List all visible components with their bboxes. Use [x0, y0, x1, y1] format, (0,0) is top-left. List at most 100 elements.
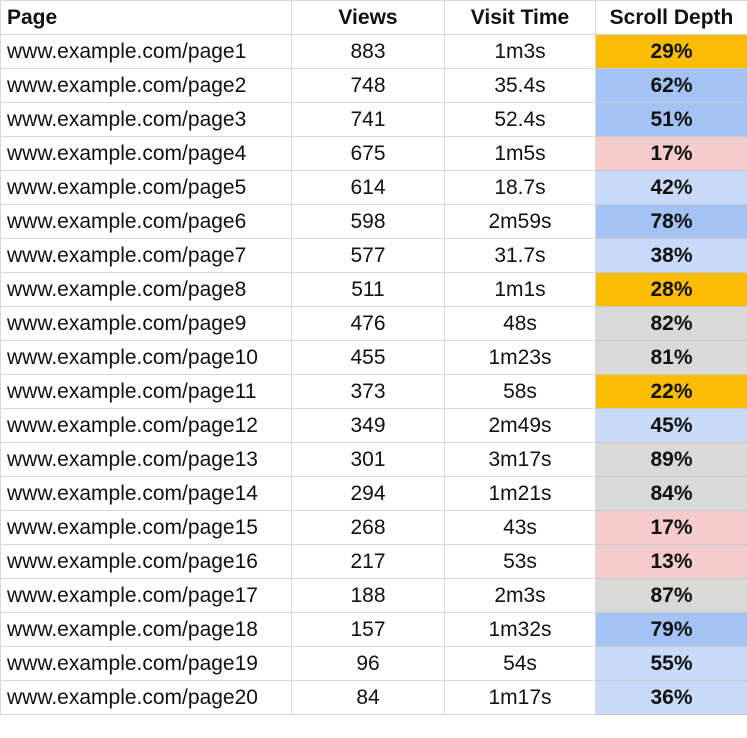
page-url-cell[interactable]: www.example.com/page2 — [0, 68, 292, 103]
visit-time-cell[interactable]: 1m32s — [444, 612, 596, 647]
page-url-cell[interactable]: www.example.com/page14 — [0, 476, 292, 511]
visit-time-cell[interactable]: 52.4s — [444, 102, 596, 137]
visit-time-cell[interactable]: 3m17s — [444, 442, 596, 477]
visit-time-cell[interactable]: 2m49s — [444, 408, 596, 443]
views-cell[interactable]: 96 — [291, 646, 445, 681]
column-header-visit-time[interactable]: Visit Time — [444, 0, 596, 35]
visit-time-cell[interactable]: 58s — [444, 374, 596, 409]
scroll-depth-cell[interactable]: 28% — [595, 272, 747, 307]
page-url-cell[interactable]: www.example.com/page18 — [0, 612, 292, 647]
visit-time-cell[interactable]: 54s — [444, 646, 596, 681]
scroll-depth-cell[interactable]: 38% — [595, 238, 747, 273]
table-row: www.example.com/page12 349 2m49s 45% — [0, 408, 747, 443]
scroll-depth-cell[interactable]: 89% — [595, 442, 747, 477]
views-cell[interactable]: 373 — [291, 374, 445, 409]
views-cell[interactable]: 157 — [291, 612, 445, 647]
page-url-cell[interactable]: www.example.com/page11 — [0, 374, 292, 409]
scroll-depth-cell[interactable]: 51% — [595, 102, 747, 137]
column-header-page[interactable]: Page — [0, 0, 292, 35]
views-cell[interactable]: 883 — [291, 34, 445, 69]
views-cell[interactable]: 84 — [291, 680, 445, 715]
table-row: www.example.com/page16 217 53s 13% — [0, 544, 747, 579]
scroll-depth-cell[interactable]: 17% — [595, 136, 747, 171]
table-row: www.example.com/page5 614 18.7s 42% — [0, 170, 747, 205]
page-url-cell[interactable]: www.example.com/page4 — [0, 136, 292, 171]
views-cell[interactable]: 748 — [291, 68, 445, 103]
page-url-cell[interactable]: www.example.com/page5 — [0, 170, 292, 205]
scroll-depth-cell[interactable]: 79% — [595, 612, 747, 647]
views-cell[interactable]: 741 — [291, 102, 445, 137]
views-cell[interactable]: 476 — [291, 306, 445, 341]
table-row: www.example.com/page8 511 1m1s 28% — [0, 272, 747, 307]
page-url-cell[interactable]: www.example.com/page8 — [0, 272, 292, 307]
table-row: www.example.com/page3 741 52.4s 51% — [0, 102, 747, 137]
page-url-cell[interactable]: www.example.com/page19 — [0, 646, 292, 681]
table-row: www.example.com/page17 188 2m3s 87% — [0, 578, 747, 613]
page-url-cell[interactable]: www.example.com/page9 — [0, 306, 292, 341]
scroll-depth-cell[interactable]: 81% — [595, 340, 747, 375]
views-cell[interactable]: 349 — [291, 408, 445, 443]
visit-time-cell[interactable]: 35.4s — [444, 68, 596, 103]
table-row: www.example.com/page15 268 43s 17% — [0, 510, 747, 545]
scroll-depth-cell[interactable]: 17% — [595, 510, 747, 545]
visit-time-cell[interactable]: 43s — [444, 510, 596, 545]
visit-time-cell[interactable]: 1m21s — [444, 476, 596, 511]
table-row: www.example.com/page2 748 35.4s 62% — [0, 68, 747, 103]
views-cell[interactable]: 614 — [291, 170, 445, 205]
table-row: www.example.com/page14 294 1m21s 84% — [0, 476, 747, 511]
table-row: www.example.com/page4 675 1m5s 17% — [0, 136, 747, 171]
scroll-depth-cell[interactable]: 82% — [595, 306, 747, 341]
page-url-cell[interactable]: www.example.com/page20 — [0, 680, 292, 715]
scroll-depth-cell[interactable]: 55% — [595, 646, 747, 681]
table-row: www.example.com/page19 96 54s 55% — [0, 646, 747, 681]
visit-time-cell[interactable]: 1m23s — [444, 340, 596, 375]
visit-time-cell[interactable]: 1m17s — [444, 680, 596, 715]
visit-time-cell[interactable]: 1m5s — [444, 136, 596, 171]
visit-time-cell[interactable]: 18.7s — [444, 170, 596, 205]
table-row: www.example.com/page9 476 48s 82% — [0, 306, 747, 341]
scroll-depth-cell[interactable]: 13% — [595, 544, 747, 579]
visit-time-cell[interactable]: 31.7s — [444, 238, 596, 273]
page-metrics-table: Page Views Visit Time Scroll Depth www.e… — [0, 0, 747, 715]
scroll-depth-cell[interactable]: 36% — [595, 680, 747, 715]
scroll-depth-cell[interactable]: 84% — [595, 476, 747, 511]
scroll-depth-cell[interactable]: 42% — [595, 170, 747, 205]
scroll-depth-cell[interactable]: 78% — [595, 204, 747, 239]
scroll-depth-cell[interactable]: 62% — [595, 68, 747, 103]
views-cell[interactable]: 511 — [291, 272, 445, 307]
visit-time-cell[interactable]: 53s — [444, 544, 596, 579]
table-body: www.example.com/page1 883 1m3s 29% www.examp… — [0, 34, 747, 715]
table-row: www.example.com/page11 373 58s 22% — [0, 374, 747, 409]
views-cell[interactable]: 455 — [291, 340, 445, 375]
page-url-cell[interactable]: www.example.com/page13 — [0, 442, 292, 477]
views-cell[interactable]: 598 — [291, 204, 445, 239]
column-header-views[interactable]: Views — [291, 0, 445, 35]
visit-time-cell[interactable]: 1m3s — [444, 34, 596, 69]
visit-time-cell[interactable]: 2m59s — [444, 204, 596, 239]
views-cell[interactable]: 675 — [291, 136, 445, 171]
scroll-depth-cell[interactable]: 45% — [595, 408, 747, 443]
views-cell[interactable]: 577 — [291, 238, 445, 273]
page-url-cell[interactable]: www.example.com/page15 — [0, 510, 292, 545]
page-url-cell[interactable]: www.example.com/page12 — [0, 408, 292, 443]
table-row: www.example.com/page1 883 1m3s 29% — [0, 34, 747, 69]
scroll-depth-cell[interactable]: 29% — [595, 34, 747, 69]
views-cell[interactable]: 217 — [291, 544, 445, 579]
views-cell[interactable]: 268 — [291, 510, 445, 545]
views-cell[interactable]: 294 — [291, 476, 445, 511]
column-header-scroll-depth[interactable]: Scroll Depth — [595, 0, 747, 35]
visit-time-cell[interactable]: 48s — [444, 306, 596, 341]
page-url-cell[interactable]: www.example.com/page10 — [0, 340, 292, 375]
visit-time-cell[interactable]: 1m1s — [444, 272, 596, 307]
page-url-cell[interactable]: www.example.com/page7 — [0, 238, 292, 273]
views-cell[interactable]: 188 — [291, 578, 445, 613]
page-url-cell[interactable]: www.example.com/page6 — [0, 204, 292, 239]
page-url-cell[interactable]: www.example.com/page16 — [0, 544, 292, 579]
page-url-cell[interactable]: www.example.com/page3 — [0, 102, 292, 137]
page-url-cell[interactable]: www.example.com/page1 — [0, 34, 292, 69]
scroll-depth-cell[interactable]: 22% — [595, 374, 747, 409]
page-url-cell[interactable]: www.example.com/page17 — [0, 578, 292, 613]
views-cell[interactable]: 301 — [291, 442, 445, 477]
scroll-depth-cell[interactable]: 87% — [595, 578, 747, 613]
visit-time-cell[interactable]: 2m3s — [444, 578, 596, 613]
